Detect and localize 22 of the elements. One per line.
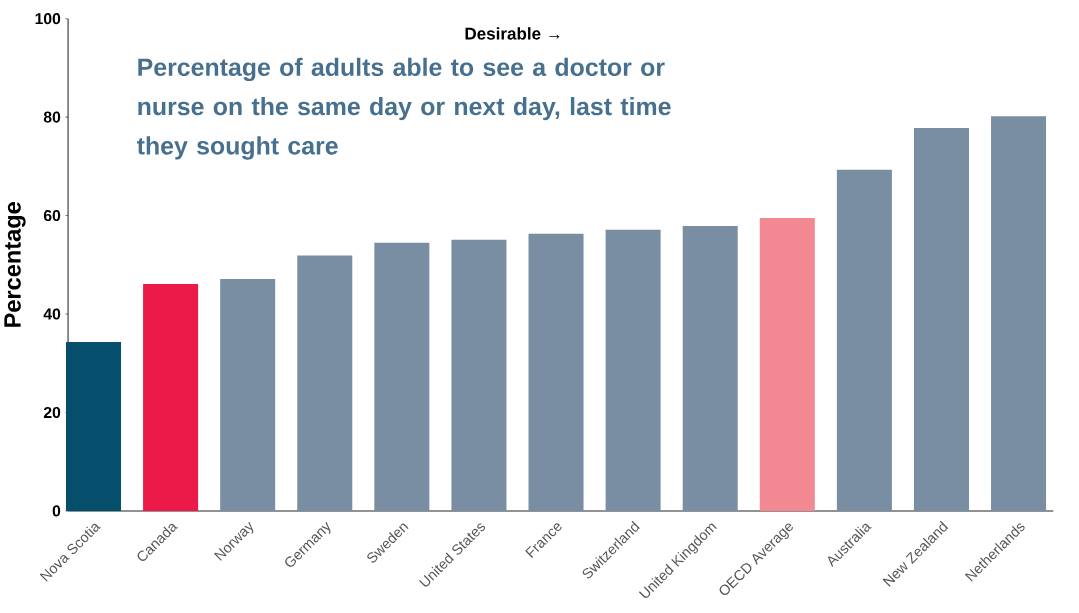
bar (605, 229, 661, 511)
bar (220, 279, 276, 511)
y-axis-title: Percentage (4, 201, 26, 327)
bar (991, 116, 1047, 511)
bar (451, 239, 507, 511)
bar (836, 169, 892, 511)
bar (297, 255, 353, 511)
bar (65, 342, 122, 511)
bar (682, 225, 738, 511)
annotation: Desirable → (465, 27, 560, 40)
bar (374, 242, 430, 511)
y-tick-label: 80 (43, 111, 61, 123)
bar (143, 283, 199, 511)
y-tick-label: 60 (43, 209, 61, 222)
y-tick-label: 0 (52, 505, 61, 517)
y-tick-label: 20 (43, 406, 61, 418)
bar (759, 217, 815, 511)
y-tick-label: 100 (35, 13, 61, 25)
y-tick-label: 40 (43, 308, 61, 320)
bar (913, 127, 969, 511)
bar (528, 233, 584, 511)
text: Percentage of adults able to see a doctor or nurse on the same day or next day, last time they sought care (136, 57, 671, 160)
